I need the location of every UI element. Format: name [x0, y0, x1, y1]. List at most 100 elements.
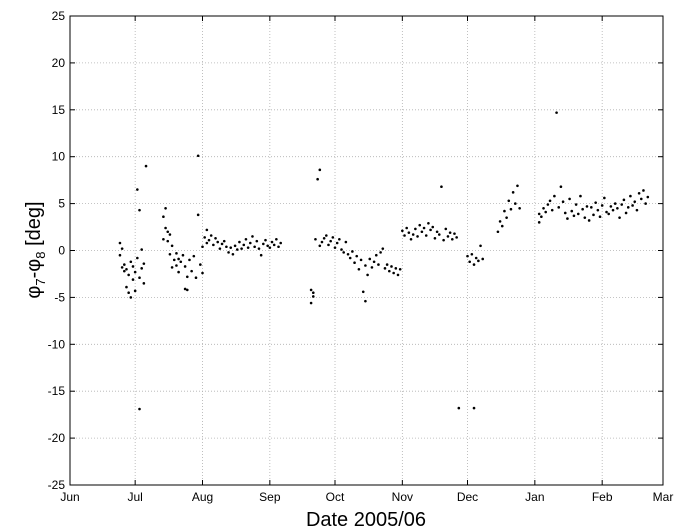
data-point	[318, 168, 322, 172]
data-point	[388, 269, 391, 273]
data-point	[557, 206, 561, 209]
data-point	[587, 219, 591, 222]
data-point	[133, 270, 137, 274]
data-point	[550, 208, 554, 212]
data-point	[618, 216, 621, 219]
x-tick-label: Feb	[592, 490, 613, 504]
data-point	[238, 240, 241, 244]
data-point	[183, 265, 187, 268]
data-point	[409, 237, 413, 241]
data-point	[264, 238, 267, 242]
data-point	[201, 245, 204, 249]
data-point	[503, 209, 506, 213]
data-point	[403, 234, 406, 237]
data-point	[242, 243, 246, 247]
data-point	[162, 237, 165, 241]
data-point	[275, 237, 278, 241]
x-axis-label: Date 2005/06	[306, 509, 426, 530]
data-point	[540, 215, 543, 219]
data-point	[268, 246, 272, 249]
y-tick-label: -10	[48, 337, 66, 351]
data-point	[270, 240, 274, 244]
data-point	[435, 230, 439, 234]
data-point	[594, 201, 597, 204]
y-tick-label: 10	[52, 150, 66, 164]
data-point	[644, 202, 647, 205]
data-point	[205, 241, 209, 245]
data-point	[398, 267, 402, 271]
data-point	[203, 236, 206, 239]
data-point	[511, 191, 515, 194]
data-point	[570, 209, 574, 213]
data-point	[451, 237, 454, 241]
x-tick-label: Dec	[457, 490, 478, 504]
data-point	[437, 233, 441, 236]
data-point	[457, 406, 461, 410]
data-point	[129, 260, 133, 264]
data-point	[179, 260, 183, 264]
data-point	[309, 301, 313, 305]
data-point	[368, 257, 372, 261]
data-point	[448, 231, 452, 234]
data-point	[509, 207, 513, 211]
data-point	[220, 242, 224, 246]
data-point	[518, 206, 521, 210]
data-point	[175, 252, 178, 255]
data-point	[444, 227, 448, 231]
data-point	[329, 239, 332, 243]
data-point	[361, 290, 365, 294]
data-point	[142, 282, 146, 285]
data-point	[472, 406, 476, 410]
data-point	[579, 194, 582, 198]
data-point	[138, 407, 141, 411]
x-tick-label: Nov	[392, 490, 413, 504]
data-point	[183, 287, 187, 291]
data-point	[481, 257, 485, 261]
data-point	[635, 208, 639, 212]
data-point	[185, 288, 189, 292]
data-point	[553, 194, 556, 198]
data-point	[201, 271, 204, 275]
data-point	[131, 278, 135, 281]
data-point	[209, 234, 213, 237]
data-point	[422, 226, 426, 230]
data-point	[118, 253, 122, 257]
data-point	[246, 246, 250, 249]
data-point	[603, 196, 606, 200]
data-point	[218, 247, 222, 250]
data-point	[262, 242, 265, 246]
data-point	[505, 216, 508, 219]
data-point	[585, 205, 589, 208]
data-point	[168, 233, 172, 236]
data-point	[416, 235, 419, 238]
data-point	[205, 228, 209, 232]
data-point	[259, 253, 263, 257]
x-tick-label: Oct	[326, 490, 345, 504]
y-tick-label: 5	[58, 197, 65, 211]
data-point	[240, 247, 243, 250]
data-point	[185, 275, 189, 279]
data-points	[118, 111, 650, 411]
data-point	[257, 247, 261, 250]
data-point	[385, 263, 389, 266]
data-point	[633, 200, 637, 204]
data-point	[266, 244, 269, 248]
data-point	[516, 184, 519, 188]
data-point	[583, 216, 587, 219]
data-point	[381, 247, 385, 250]
data-point	[507, 199, 511, 203]
data-point	[453, 232, 456, 235]
data-point	[561, 200, 565, 204]
data-point	[544, 210, 548, 214]
data-point	[140, 248, 143, 251]
data-point	[590, 206, 593, 209]
data-point	[401, 229, 404, 233]
data-point	[344, 240, 348, 244]
data-point	[609, 205, 613, 208]
data-point	[392, 271, 395, 275]
data-point	[164, 226, 167, 230]
data-point	[479, 244, 482, 248]
data-point	[320, 240, 324, 244]
data-point	[468, 260, 471, 264]
